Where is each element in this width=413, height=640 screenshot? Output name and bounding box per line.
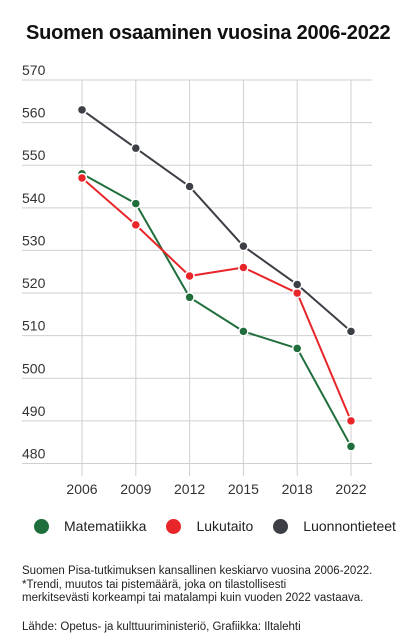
legend-marker-matematiikka — [34, 518, 49, 534]
legend-item-lukutaito: Lukutaito — [166, 518, 253, 534]
data-point-matematiikka — [130, 198, 142, 209]
y-tick-label: 520 — [22, 275, 46, 291]
chart-title: Suomen osaaminen vuosina 2006-2022 — [26, 22, 391, 44]
x-tick-label: 2018 — [282, 481, 313, 497]
data-point-lukutaito — [238, 262, 249, 273]
legend-label-luonnontieteet: Luonnontieteet — [303, 518, 396, 534]
data-point-lukutaito — [345, 415, 357, 427]
y-tick-label: 500 — [22, 360, 46, 376]
data-point-lukutaito — [184, 270, 195, 282]
y-tick-label: 530 — [22, 232, 46, 248]
x-tick-label: 2012 — [174, 481, 205, 497]
data-point-luonnontieteet — [130, 142, 142, 154]
data-point-luonnontieteet — [345, 326, 357, 337]
legend-marker-luonnontieteet — [273, 518, 289, 534]
data-point-lukutaito — [76, 172, 88, 184]
x-axis-labels: 2006 2009 2012 2015 2018 2022 — [66, 481, 366, 497]
footnote-line-1: Suomen Pisa-tutkimuksen kansallinen kesk… — [22, 565, 373, 577]
chart-grid — [22, 79, 372, 476]
y-tick-label: 540 — [22, 190, 46, 206]
data-point-luonnontieteet — [291, 279, 303, 290]
y-axis-labels: 480 490 500 510 520 530 540 550 560 570 — [22, 62, 46, 461]
y-tick-label: 550 — [22, 147, 46, 163]
y-tick-label: 560 — [22, 105, 46, 121]
legend-marker-lukutaito — [166, 518, 182, 534]
data-point-lukutaito — [130, 219, 142, 231]
x-tick-label: 2006 — [66, 481, 97, 497]
data-point-matematiikka — [238, 326, 249, 337]
data-point-matematiikka — [345, 441, 357, 452]
series-group — [76, 104, 357, 452]
footnote-line-3: merkitsevästi korkeampi tai matalampi ku… — [22, 592, 364, 604]
legend-label-matematiikka: Matematiikka — [64, 518, 147, 534]
x-tick-label: 2022 — [335, 481, 366, 497]
data-point-luonnontieteet — [76, 104, 88, 116]
data-point-luonnontieteet — [184, 181, 195, 192]
series-line-lukutaito — [81, 177, 352, 422]
legend-item-luonnontieteet: Luonnontieteet — [273, 518, 396, 534]
data-point-matematiikka — [184, 292, 195, 303]
data-point-luonnontieteet — [238, 240, 249, 252]
footnote: Suomen Pisa-tutkimuksen kansallinen kesk… — [22, 565, 402, 606]
data-point-lukutaito — [291, 287, 303, 299]
x-tick-label: 2015 — [228, 481, 259, 497]
series-line-matematiikka — [81, 172, 352, 447]
y-tick-label: 480 — [22, 445, 46, 461]
x-tick-label: 2009 — [120, 481, 151, 497]
y-tick-label: 510 — [22, 318, 46, 334]
y-tick-label: 570 — [22, 62, 46, 78]
y-tick-label: 490 — [22, 403, 46, 419]
footnote-line-2: *Trendi, muutos tai pistemäärä, joka on … — [22, 578, 287, 591]
legend-label-lukutaito: Lukutaito — [196, 518, 254, 534]
data-point-matematiikka — [291, 343, 303, 354]
legend: Matematiikka Lukutaito Luonnontieteet — [34, 518, 404, 534]
series-line-luonnontieteet — [81, 109, 352, 333]
legend-item-matematiikka: Matematiikka — [34, 518, 146, 534]
source-credit: Lähde: Opetus- ja kulttuuriministeriö, G… — [22, 621, 301, 633]
